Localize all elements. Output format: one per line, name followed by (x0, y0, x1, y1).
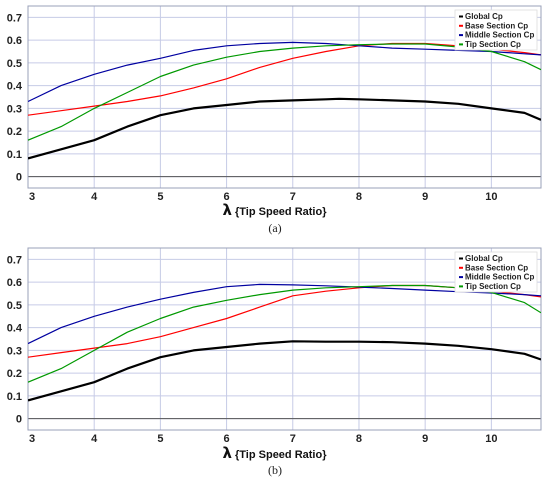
x-tick-label: 9 (422, 191, 428, 203)
y-tick-label: 0 (16, 172, 22, 184)
y-tick-label: 0.4 (7, 81, 23, 93)
y-tick-label: 0.4 (7, 323, 23, 335)
x-axis-title-text: {Tip Speed Ratio} (235, 449, 327, 461)
x-tick-label: 10 (485, 191, 497, 203)
x-tick-label: 6 (224, 191, 230, 203)
x-axis-title-text: {Tip Speed Ratio} (235, 206, 327, 218)
x-axis-title: λ {Tip Speed Ratio} (223, 201, 328, 219)
figure-caption: (a) (268, 221, 281, 235)
x-axis-title-symbol: λ (223, 201, 233, 219)
y-tick-label: 0.1 (7, 149, 22, 161)
y-tick-label: 0.1 (7, 391, 22, 403)
figure-caption: (b) (268, 463, 282, 477)
x-tick-label: 5 (157, 433, 163, 445)
x-tick-label: 4 (91, 433, 98, 445)
x-tick-label: 9 (422, 433, 428, 445)
legend-entry: Base Section Cp (465, 263, 528, 272)
y-tick-label: 0.2 (7, 126, 22, 138)
y-tick-label: 0.3 (7, 103, 22, 115)
x-tick-label: 10 (485, 433, 497, 445)
x-axis-title: λ {Tip Speed Ratio} (223, 444, 328, 462)
x-tick-label: 5 (157, 191, 163, 203)
x-tick-label: 6 (224, 433, 230, 445)
series-line-middle-section-cp (28, 41, 541, 103)
chart-panel-0: 0 0.1 0.2 0.3 0.4 0.5 0.6 0.7 3 4 5 6 7 8 9 10 λ {Tip Spe… (7, 5, 542, 235)
chart-panel-1: 0 0.1 0.2 0.3 0.4 0.5 0.6 0.7 3 4 5 6 7 8 9 10 λ {Tip Spe… (7, 247, 542, 477)
y-tick-label: 0.7 (7, 254, 22, 266)
plot-frame (27, 5, 542, 189)
y-tick-label: 0.3 (7, 345, 22, 357)
y-tick-label: 0.5 (7, 300, 22, 312)
x-tick-label: 7 (290, 191, 296, 203)
series-line-global-cp (28, 97, 541, 160)
y-tick-label: 0.7 (7, 12, 22, 24)
x-tick-label: 8 (356, 191, 362, 203)
y-tick-label: 0 (16, 414, 22, 426)
series-line-global-cp (28, 340, 541, 402)
legend-entry: Middle Section Cp (465, 31, 534, 40)
x-tick-label: 3 (29, 433, 35, 445)
x-tick-label: 4 (91, 191, 98, 203)
legend-box (454, 251, 538, 293)
legend-entry: Tip Section Cp (465, 282, 521, 291)
legend-entry: Tip Section Cp (465, 40, 521, 49)
legend-entry: Base Section Cp (465, 21, 528, 30)
plot-frame (27, 247, 542, 431)
legend-box (454, 9, 538, 51)
x-tick-label: 8 (356, 433, 362, 445)
legend-entry: Global Cp (465, 254, 503, 263)
y-tick-label: 0.5 (7, 58, 22, 70)
legend-entry: Middle Section Cp (465, 273, 534, 282)
x-tick-label: 7 (290, 433, 296, 445)
x-tick-label: 3 (29, 191, 35, 203)
x-axis-title-symbol: λ (223, 444, 233, 462)
y-tick-label: 0.6 (7, 277, 22, 289)
legend-entry: Global Cp (465, 12, 503, 21)
y-tick-label: 0.6 (7, 35, 22, 47)
y-tick-label: 0.2 (7, 368, 22, 380)
